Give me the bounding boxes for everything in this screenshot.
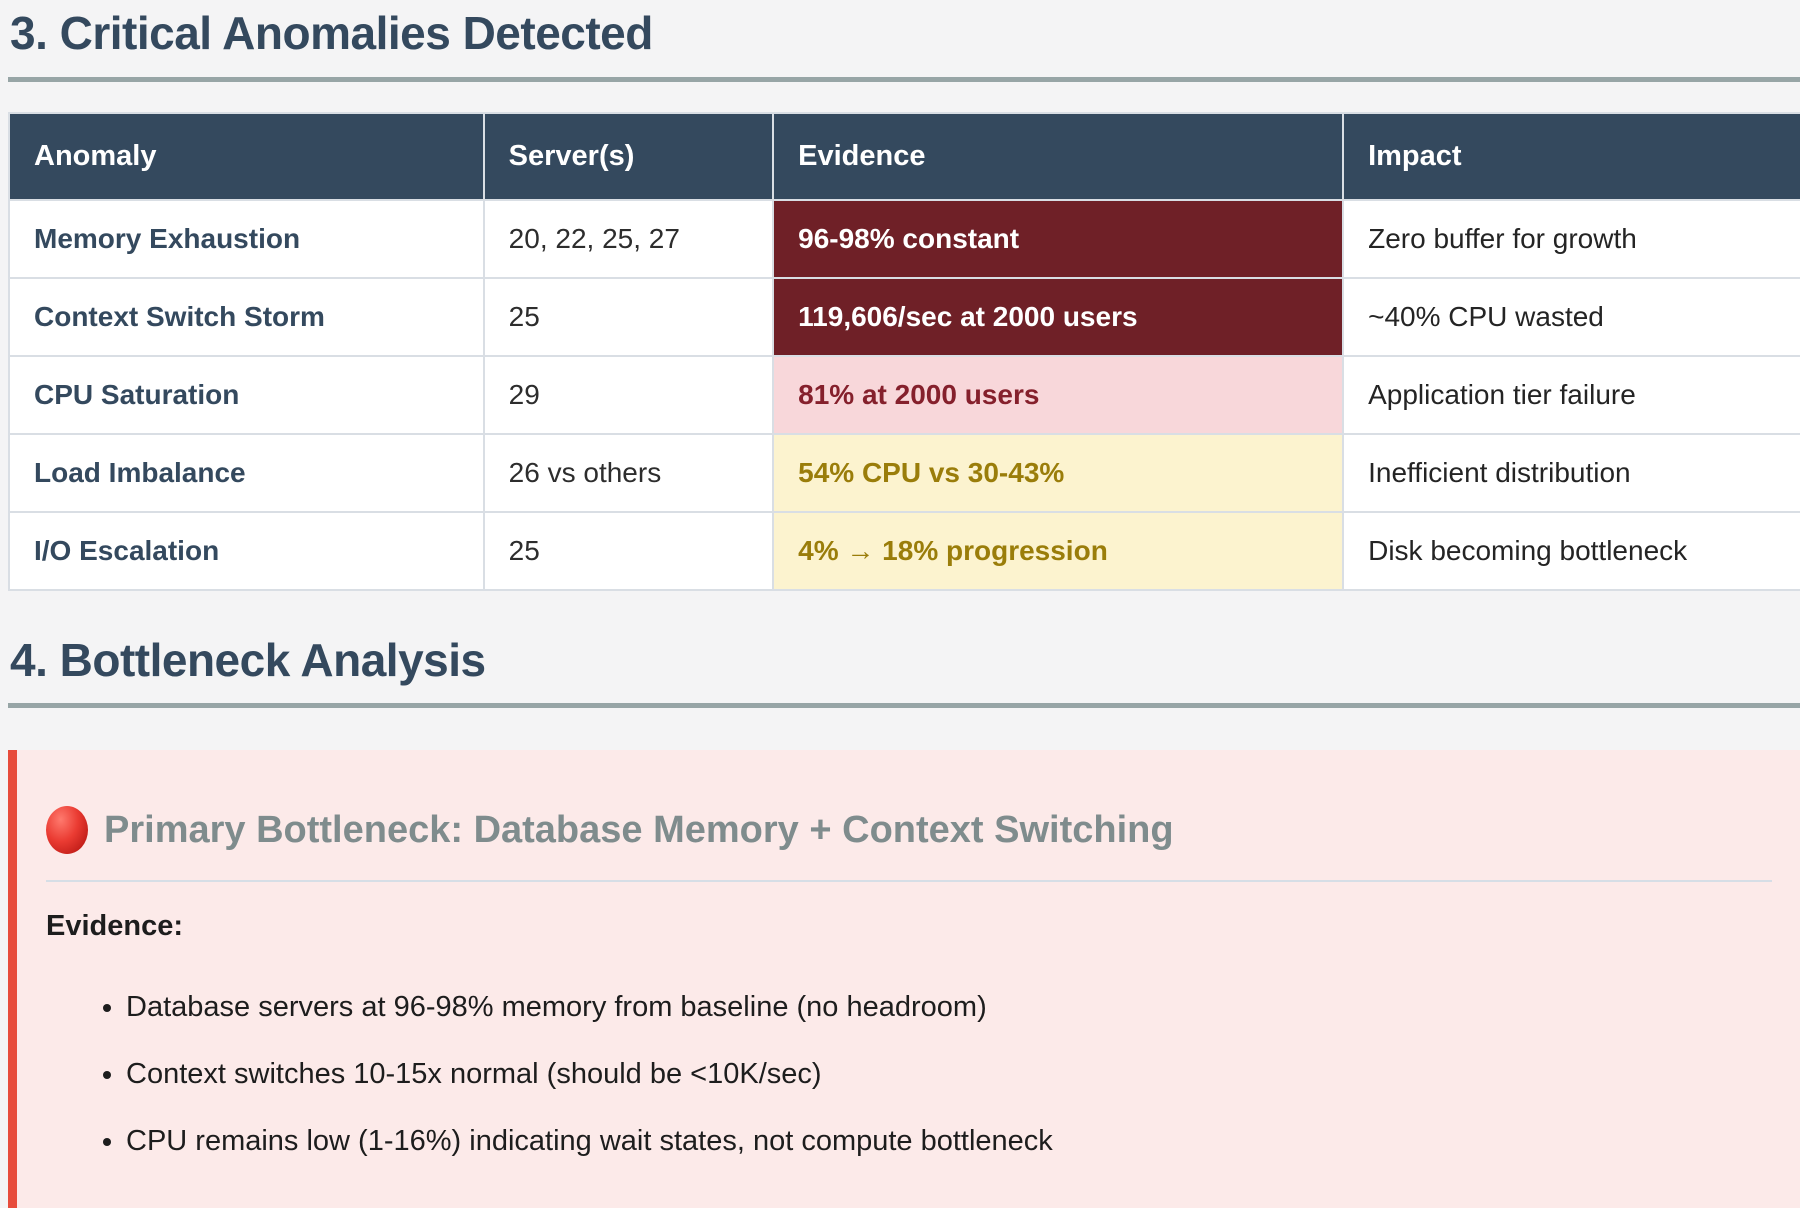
servers-cell: 20, 22, 25, 27 [482,198,775,279]
evidence-bullet: CPU remains low (1-16%) indicating wait … [126,1125,1772,1158]
evidence-cell: 4% → 18% progression [772,510,1345,591]
servers-cell: 25 [482,510,775,591]
column-header-anomaly: Anomaly [8,111,485,201]
section-3-divider [8,76,1800,82]
section-4-heading: 4. Bottleneck Analysis [10,633,486,686]
table-row: Context Switch Storm 25 119,606/sec at 200… [8,276,1800,357]
evidence-bullet: Database servers at 96-98% memory from b… [126,991,1772,1024]
impact-cell: Application tier failure [1342,354,1800,435]
impact-cell: Zero buffer for growth [1342,198,1800,279]
anomaly-cell: CPU Saturation [8,354,485,435]
anomaly-cell: I/O Escalation [8,510,485,591]
anomaly-cell: Load Imbalance [8,432,485,513]
anomaly-cell: Memory Exhaustion [8,198,485,279]
impact-cell: Disk becoming bottleneck [1342,510,1800,591]
evidence-cell: 96-98% constant [772,198,1345,279]
servers-cell: 25 [482,276,775,357]
column-header-servers: Server(s) [482,111,775,201]
section-3-heading: 3. Critical Anomalies Detected [10,7,653,59]
evidence-cell: 54% CPU vs 30-43% [772,432,1345,513]
callout-title-text: Primary Bottleneck: Database Memory + Co… [104,808,1174,851]
anomaly-table: Anomaly Server(s) Evidence Impact Memory… [8,111,1800,591]
column-header-impact: Impact [1342,111,1800,201]
table-header-row: Anomaly Server(s) Evidence Impact [8,111,1800,201]
impact-cell: Inefficient distribution [1342,432,1800,513]
table-row: CPU Saturation 29 81% at 2000 users Applica… [8,354,1800,435]
red-circle-icon [46,806,88,855]
table-row: Memory Exhaustion 20, 22, 25, 27 96-98% co… [8,198,1800,279]
table-row: I/O Escalation 25 4% → 18% progression Disk… [8,510,1800,591]
section-4-divider [8,703,1800,709]
anomaly-table-body: Memory Exhaustion 20, 22, 25, 27 96-98% co… [8,198,1800,591]
evidence-cell: 81% at 2000 users [772,354,1345,435]
evidence-cell: 119,606/sec at 2000 users [772,276,1345,357]
evidence-list: Database servers at 96-98% memory from b… [46,991,1772,1158]
callout-title: Primary Bottleneck: Database Memory + Co… [46,806,1772,883]
table-row: Load Imbalance 26 vs others 54% CPU vs 30-… [8,432,1800,513]
evidence-bullet: Context switches 10-15x normal (should b… [126,1058,1772,1091]
column-header-evidence: Evidence [772,111,1345,201]
servers-cell: 29 [482,354,775,435]
primary-bottleneck-callout: Primary Bottleneck: Database Memory + Co… [8,750,1800,1208]
anomaly-cell: Context Switch Storm [8,276,485,357]
evidence-label: Evidence: [46,910,183,943]
servers-cell: 26 vs others [482,432,775,513]
impact-cell: ~40% CPU wasted [1342,276,1800,357]
